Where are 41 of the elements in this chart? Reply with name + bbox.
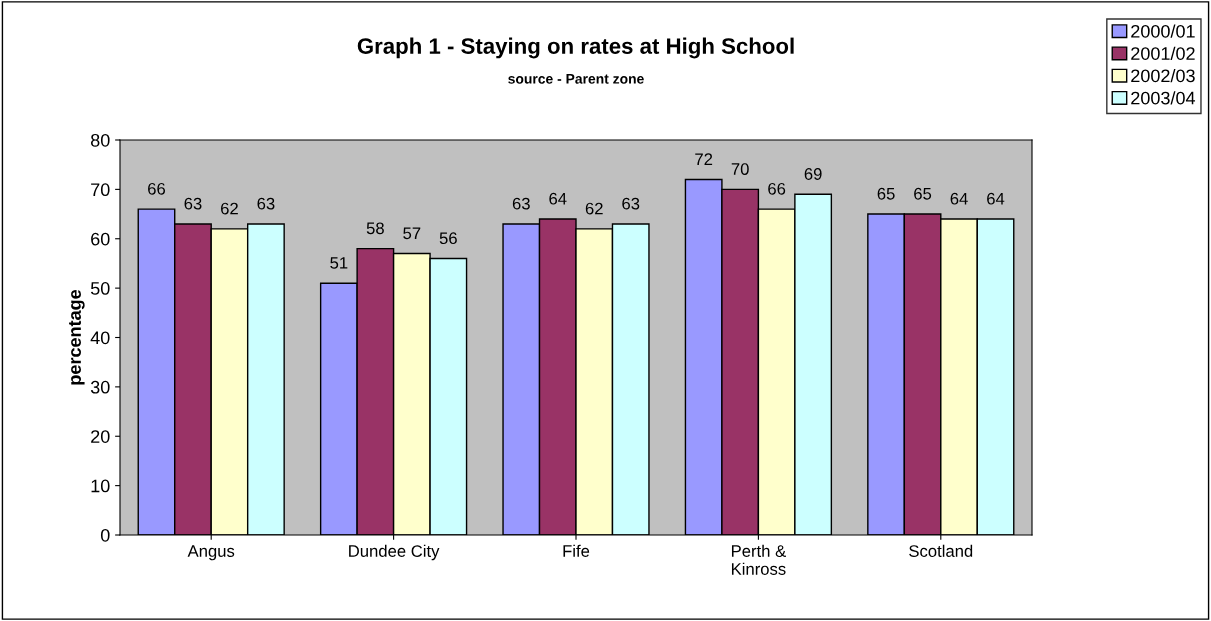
data-label: 63 [184,197,202,210]
data-label: 51 [330,257,348,269]
data-label: 66 [148,182,166,195]
y-tick-label: 30 [90,380,110,394]
y-tick-label: 70 [91,183,110,197]
y-tick-label: 0 [100,528,110,542]
data-label: 65 [877,187,895,200]
data-label: 70 [731,163,749,175]
x-tick-label: Fife [563,544,590,557]
legend-label: 2001/02 [1131,46,1195,60]
y-tick-label: 50 [90,282,110,295]
y-tick-label: 20 [91,430,110,443]
x-tick-label: Scotland [909,544,973,557]
data-label: 72 [695,153,713,165]
y-tick-label: 10 [91,479,110,493]
legend-label: 2003/04 [1131,91,1196,105]
y-tick-label: 80 [90,133,110,147]
data-label: 64 [549,192,567,205]
data-label: 64 [950,192,968,205]
y-axis-title: percentage [69,289,85,385]
chart-subtitle: source - Parent zone [508,74,644,84]
data-label: 63 [622,197,640,210]
data-label: 63 [257,197,275,210]
y-tick-label: 60 [91,232,110,246]
data-label: 62 [585,202,603,215]
data-label: 58 [366,222,384,235]
y-tick-label: 40 [90,331,110,345]
data-label: 64 [987,192,1005,205]
x-tick-label: Perth & Kinross [731,544,786,575]
legend-label: 2002/03 [1131,68,1195,83]
legend-label: 2000/01 [1131,24,1195,38]
data-label: 62 [221,202,238,215]
data-label: 66 [768,182,786,195]
data-label: 69 [804,168,822,180]
x-tick-label: Angus [187,545,235,561]
data-label: 56 [439,232,457,245]
data-label: 65 [914,187,932,200]
x-tick-label: Dundee City [349,544,440,561]
chart-title: Graph 1 - Staying on rates at High School [357,37,794,59]
data-label: 57 [403,227,421,240]
data-label: 63 [512,197,530,210]
